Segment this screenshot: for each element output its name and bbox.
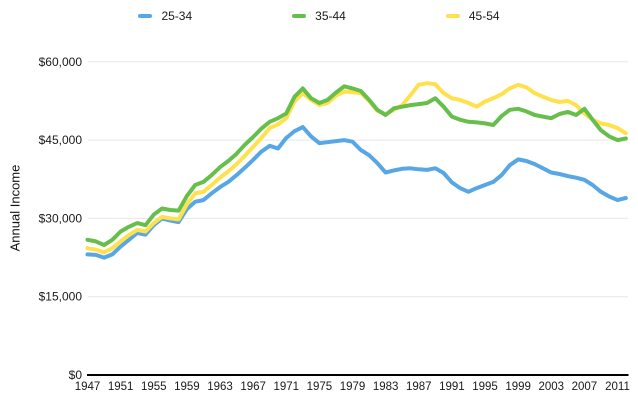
x-tick-label: 1951	[108, 381, 134, 393]
legend-swatch-icon	[292, 14, 307, 18]
x-tick-label: 1955	[141, 381, 167, 393]
x-tick-label: 2007	[572, 381, 598, 393]
legend-label: 45-54	[468, 9, 500, 23]
y-tick-label: $30,000	[39, 211, 83, 225]
series-line-45-54	[85, 81, 628, 255]
y-axis-title: Annual Income	[7, 164, 23, 252]
y-tick-label: $0	[69, 368, 83, 382]
legend-item-35-44: 35-44	[292, 9, 346, 23]
series-line-25-34	[85, 125, 628, 260]
legend-label: 25-34	[161, 9, 193, 23]
x-tick-label: 2003	[538, 381, 564, 393]
chart-legend: 25-34 35-44 45-54	[0, 9, 638, 23]
x-tick-label: 1987	[406, 381, 432, 393]
series-line-35-44	[85, 84, 628, 247]
legend-swatch-icon	[138, 14, 153, 18]
x-tick-label: 1963	[207, 381, 233, 393]
x-tick-label: 1971	[273, 381, 299, 393]
x-tick-label: 1991	[439, 381, 465, 393]
x-tick-label: 1947	[75, 381, 101, 393]
legend-label: 35-44	[315, 9, 346, 23]
x-tick-label: 1967	[240, 381, 266, 393]
x-tick-label: 2011	[605, 381, 630, 393]
x-tick-label: 1999	[505, 381, 531, 393]
x-tick-label: 1995	[472, 381, 498, 393]
y-tick-label: $60,000	[39, 55, 83, 69]
x-tick-label: 1983	[373, 381, 399, 393]
x-tick-label: 1979	[340, 381, 366, 393]
legend-swatch-icon	[445, 14, 460, 18]
x-tick-label: 1959	[174, 381, 200, 393]
x-tick-label: 1975	[307, 381, 333, 393]
legend-item-45-54: 45-54	[445, 9, 500, 23]
legend-item-25-34: 25-34	[138, 9, 192, 23]
y-tick-label: $45,000	[39, 133, 83, 147]
y-tick-label: $15,000	[39, 290, 83, 304]
